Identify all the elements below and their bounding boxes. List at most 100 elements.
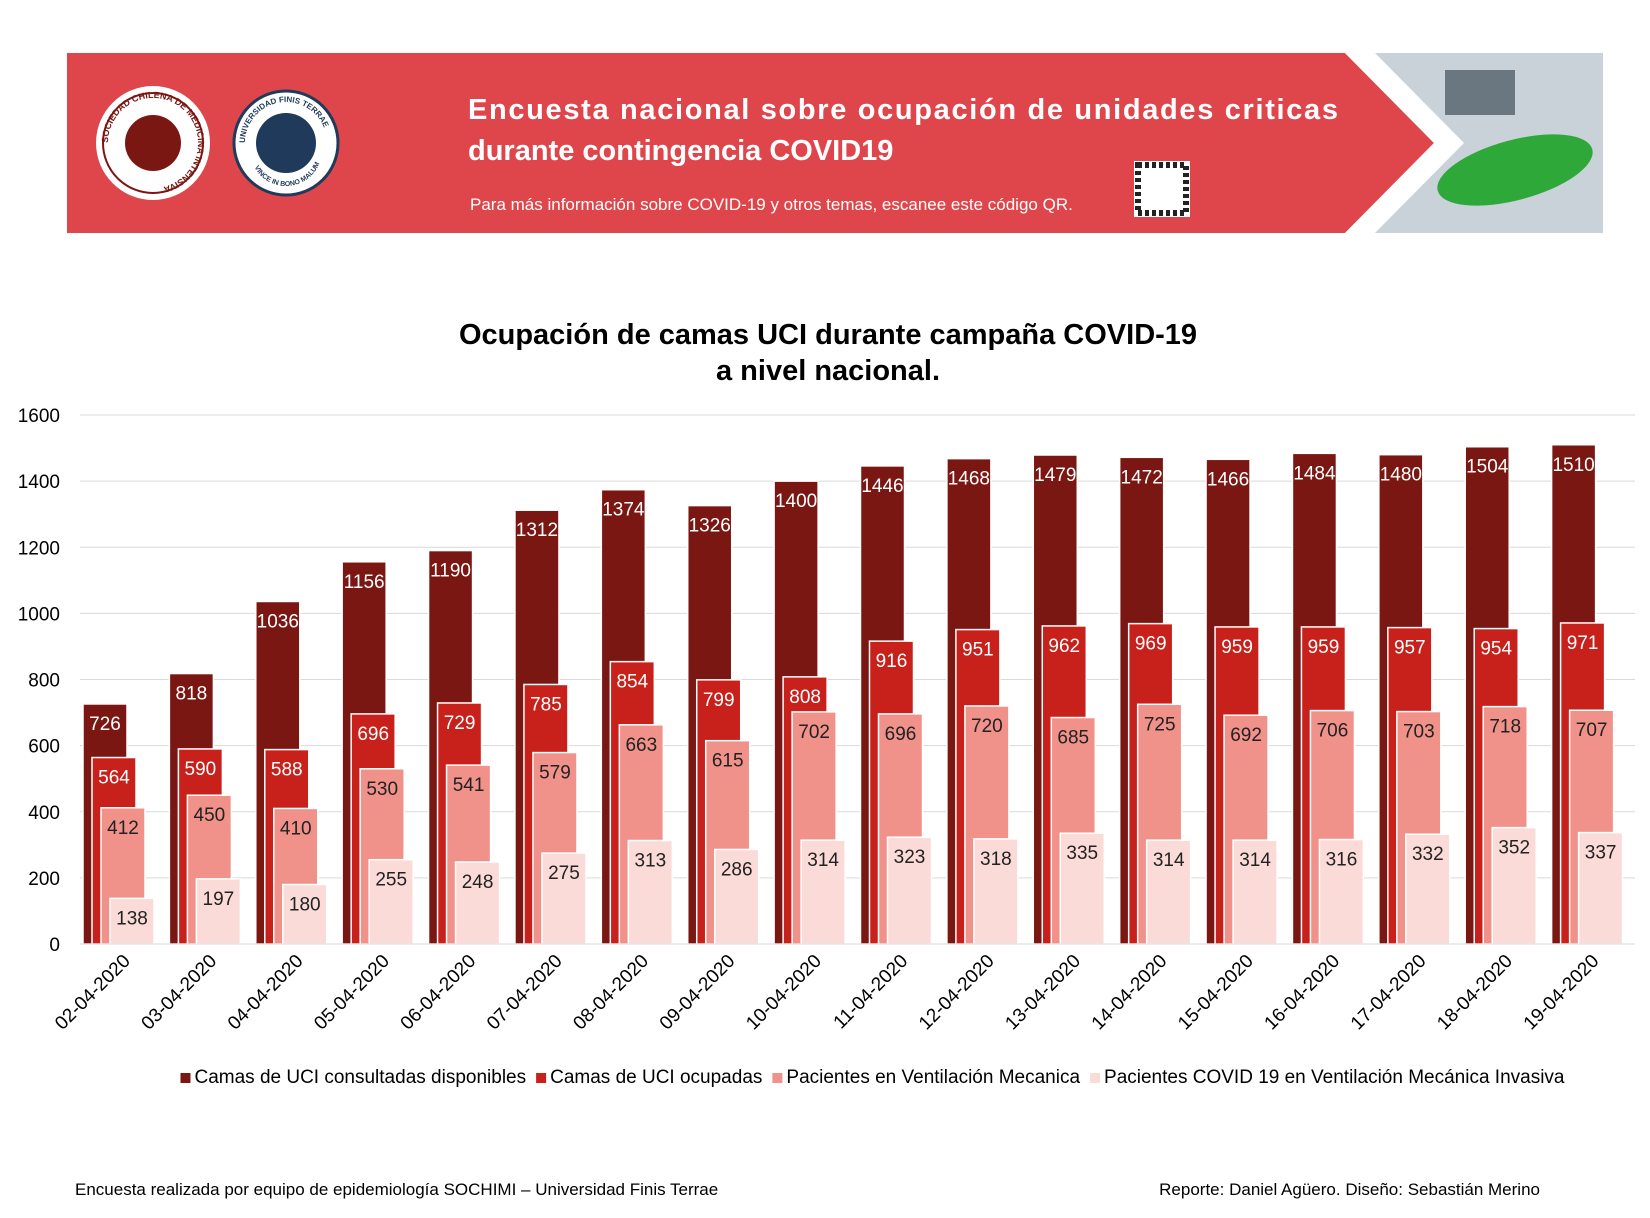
value-label: 685 bbox=[1057, 728, 1089, 749]
value-label: 275 bbox=[548, 863, 580, 884]
bar bbox=[973, 838, 1019, 945]
qr-pattern bbox=[1135, 162, 1189, 216]
x-tick-label: 15-04-2020 bbox=[1174, 951, 1258, 1035]
value-label: 1446 bbox=[861, 476, 903, 497]
value-label: 615 bbox=[712, 751, 744, 772]
photo-bag bbox=[1437, 134, 1593, 206]
bar bbox=[541, 852, 587, 945]
y-tick-label: 0 bbox=[49, 935, 60, 956]
value-label: 412 bbox=[107, 818, 139, 839]
value-label: 1156 bbox=[344, 572, 385, 593]
value-label: 1190 bbox=[430, 561, 471, 582]
legend-swatch bbox=[1090, 1073, 1101, 1083]
legend-label: Camas de UCI ocupadas bbox=[550, 1067, 762, 1088]
x-tick-label: 05-04-2020 bbox=[310, 951, 394, 1035]
value-label: 1484 bbox=[1293, 463, 1336, 484]
x-tick-label: 13-04-2020 bbox=[1001, 951, 1085, 1035]
value-label: 808 bbox=[789, 687, 821, 708]
y-tick-label: 600 bbox=[28, 737, 60, 758]
x-tick-label: 04-04-2020 bbox=[224, 951, 308, 1035]
value-label: 530 bbox=[366, 779, 398, 800]
legend-swatch bbox=[180, 1073, 191, 1083]
value-label: 718 bbox=[1489, 717, 1521, 738]
x-tick-label: 10-04-2020 bbox=[742, 951, 826, 1035]
header-subtitle: Para más información sobre COVID-19 y ot… bbox=[470, 195, 1073, 214]
value-label: 799 bbox=[703, 690, 735, 711]
legend-label: Pacientes en Ventilación Mecanica bbox=[786, 1067, 1080, 1088]
y-tick-label: 800 bbox=[28, 671, 60, 692]
banner bbox=[67, 53, 1434, 233]
value-label: 971 bbox=[1567, 633, 1599, 654]
value-label: 564 bbox=[98, 768, 130, 789]
value-label: 951 bbox=[962, 640, 994, 661]
value-label: 1479 bbox=[1034, 465, 1076, 486]
value-label: 1400 bbox=[775, 491, 817, 512]
value-label: 1504 bbox=[1466, 457, 1509, 478]
logo1-ring bbox=[102, 92, 204, 194]
value-label: 314 bbox=[1153, 850, 1185, 871]
value-label: 1466 bbox=[1207, 469, 1249, 490]
value-label: 962 bbox=[1048, 636, 1080, 657]
footer-left: Encuesta realizada por equipo de epidemi… bbox=[75, 1180, 718, 1199]
legend: Camas de UCI consultadas disponibles Cama… bbox=[180, 1067, 1565, 1088]
x-tick-label: 07-04-2020 bbox=[483, 951, 567, 1035]
x-tick-label: 08-04-2020 bbox=[569, 951, 653, 1035]
value-label: 818 bbox=[176, 684, 208, 705]
value-label: 197 bbox=[203, 889, 235, 910]
value-label: 1510 bbox=[1552, 455, 1594, 476]
value-label: 696 bbox=[885, 724, 917, 745]
value-label: 916 bbox=[876, 651, 908, 672]
legend-swatch bbox=[772, 1073, 783, 1083]
value-label: 696 bbox=[357, 724, 389, 745]
value-label: 541 bbox=[453, 775, 485, 796]
x-tick-label: 19-04-2020 bbox=[1520, 951, 1604, 1035]
bar bbox=[1232, 839, 1278, 945]
x-tick-label: 03-04-2020 bbox=[138, 951, 222, 1035]
value-label: 959 bbox=[1308, 637, 1340, 658]
value-label: 1326 bbox=[689, 516, 731, 537]
x-tick-label: 18-04-2020 bbox=[1433, 951, 1517, 1035]
bar bbox=[195, 878, 242, 945]
bar bbox=[282, 883, 328, 945]
x-tick-label: 09-04-2020 bbox=[656, 951, 740, 1035]
value-label: 314 bbox=[1239, 850, 1271, 871]
value-label: 707 bbox=[1576, 720, 1608, 741]
bar bbox=[1405, 833, 1451, 945]
value-label: 720 bbox=[971, 716, 1003, 737]
header-title-2: durante contingencia COVID19 bbox=[468, 135, 893, 167]
x-tick-label: 16-04-2020 bbox=[1261, 951, 1345, 1035]
value-label: 1480 bbox=[1380, 465, 1422, 486]
chart-title: Ocupación de camas UCI durante campaña C… bbox=[459, 319, 1197, 351]
value-label: 1036 bbox=[257, 611, 299, 632]
logo1-center bbox=[125, 115, 181, 171]
value-label: 316 bbox=[1326, 850, 1358, 871]
chart-title: a nivel nacional. bbox=[716, 355, 940, 387]
y-tick-label: 1600 bbox=[18, 406, 60, 427]
value-label: 588 bbox=[271, 760, 303, 781]
value-label: 1374 bbox=[602, 500, 645, 521]
value-label: 959 bbox=[1221, 637, 1253, 658]
header-title-1: Encuesta nacional sobre ocupación de uni… bbox=[468, 94, 1338, 126]
footer-right: Reporte: Daniel Agüero. Diseño: Sebastiá… bbox=[1159, 1180, 1540, 1199]
y-tick-label: 1200 bbox=[18, 538, 60, 559]
value-label: 1468 bbox=[948, 469, 990, 490]
banner-chevron bbox=[1345, 53, 1464, 233]
value-label: 706 bbox=[1317, 721, 1349, 742]
bar bbox=[1059, 832, 1106, 945]
legend-label: Pacientes COVID 19 en Ventilación Mecáni… bbox=[1104, 1067, 1565, 1088]
bar bbox=[109, 897, 155, 945]
value-label: 954 bbox=[1480, 639, 1512, 660]
value-label: 318 bbox=[980, 849, 1012, 870]
value-label: 410 bbox=[280, 818, 312, 839]
value-label: 248 bbox=[462, 872, 494, 893]
y-tick-label: 1000 bbox=[18, 604, 60, 625]
y-tick-label: 1400 bbox=[18, 472, 60, 493]
value-label: 692 bbox=[1230, 725, 1262, 746]
x-tick-label: 12-04-2020 bbox=[915, 951, 999, 1035]
bar bbox=[1145, 839, 1192, 945]
value-label: 313 bbox=[634, 851, 666, 872]
value-label: 702 bbox=[798, 722, 830, 743]
bar bbox=[1318, 838, 1365, 945]
x-tick-label: 14-04-2020 bbox=[1088, 951, 1172, 1035]
